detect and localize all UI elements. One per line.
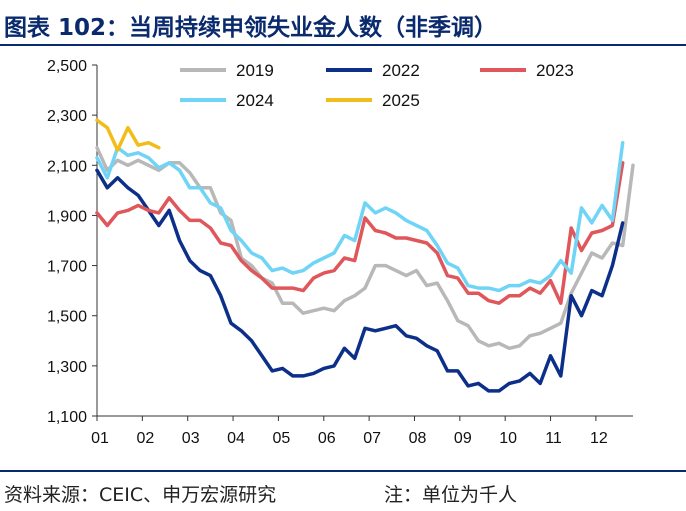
- footer-rule: [0, 470, 686, 472]
- series-line-2024: [95, 140, 625, 293]
- y-tick-label: 2,500: [47, 58, 87, 75]
- series-line-2022: [95, 168, 625, 393]
- legend-label-2024: 2024: [236, 91, 274, 110]
- x-tick-label: 02: [136, 430, 154, 447]
- y-tick-label: 1,100: [47, 409, 87, 426]
- chart: 1,100 1,300 1,500 1,700 1,900 2,100 2,300 2,500…: [47, 58, 635, 447]
- y-tick-label: 1,300: [47, 359, 87, 376]
- source-note: 资料来源：CEIC、申万宏源研究: [4, 484, 277, 506]
- legend-label-2022: 2022: [382, 61, 420, 80]
- chart-title: 图表 102：当周持续申领失业金人数（非季调）: [4, 15, 498, 41]
- y-tick-label: 1,700: [47, 259, 87, 276]
- unit-note: 注：单位为千人: [384, 484, 518, 506]
- legend: 2019 2022 2023 2024 2025: [180, 61, 574, 110]
- legend-label-2023: 2023: [536, 61, 574, 80]
- series-line-2019: [95, 145, 635, 351]
- series-line-2025: [95, 118, 161, 152]
- axes: 1,100 1,300 1,500 1,700 1,900 2,100 2,300 2,500…: [47, 58, 633, 447]
- legend-label-2019: 2019: [236, 61, 274, 80]
- y-tick-label: 1,900: [47, 208, 87, 225]
- x-tick-label: 03: [182, 430, 200, 447]
- y-tick-label: 1,500: [47, 309, 87, 326]
- x-tick-label: 10: [499, 430, 517, 447]
- x-tick-label: 11: [545, 430, 562, 447]
- title-bar: 图表 102：当周持续申领失业金人数（非季调）: [0, 0, 686, 44]
- x-tick-label: 07: [363, 430, 381, 447]
- x-tick-label: 09: [454, 430, 472, 447]
- y-tick-label: 2,300: [47, 108, 87, 125]
- legend-label-2025: 2025: [382, 91, 420, 110]
- x-tick-label: 06: [318, 430, 336, 447]
- x-tick-label: 12: [590, 430, 608, 447]
- title-rule: [0, 44, 686, 46]
- y-tick-label: 2,100: [47, 158, 87, 175]
- x-tick-label: 05: [273, 430, 291, 447]
- series-line-2023: [95, 161, 625, 305]
- x-tick-label: 08: [409, 430, 427, 447]
- x-tick-label: 01: [91, 430, 109, 447]
- series-layer: [95, 118, 635, 393]
- x-tick-label: 04: [227, 430, 245, 447]
